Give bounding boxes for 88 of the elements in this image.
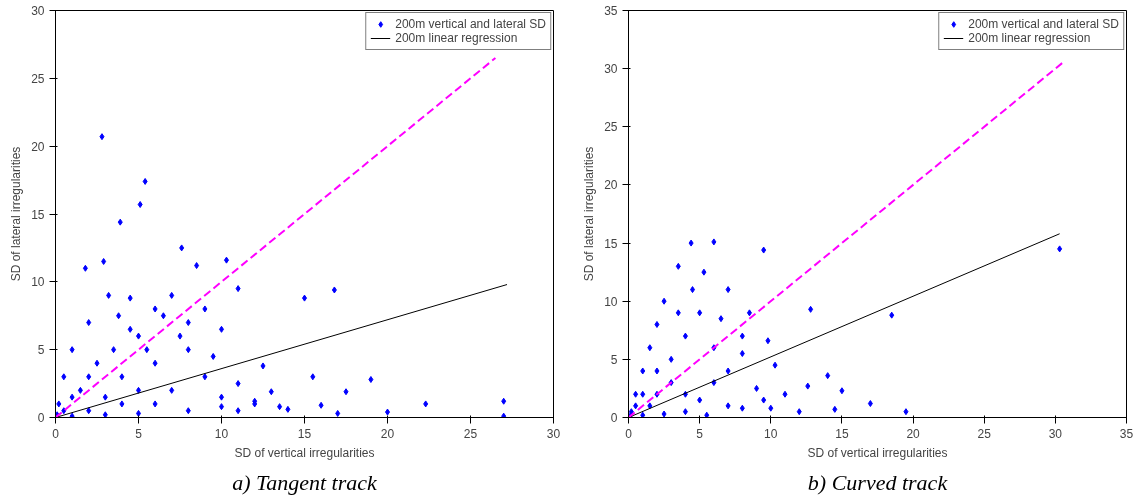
y-tick-label: 5 (37, 343, 45, 358)
point (640, 390, 646, 398)
legend-label: 200m linear regression (968, 31, 1091, 45)
y-axis-title: SD of lateral irregularities (9, 146, 24, 282)
legend-label: 200m vertical and lateral SD (395, 17, 546, 31)
y-tick-label: 10 (31, 275, 45, 290)
x-tick-label: 20 (906, 426, 921, 441)
point (903, 408, 909, 416)
point (675, 309, 681, 317)
x-tick-label: 5 (135, 426, 143, 441)
point (725, 402, 731, 410)
y-tick-label: 20 (604, 178, 618, 193)
y-tick-label: 0 (610, 411, 618, 425)
point (690, 286, 696, 294)
point (682, 332, 688, 340)
x-tick-label: 25 (463, 426, 478, 441)
point (754, 384, 760, 392)
y-tick-label: 0 (37, 411, 45, 425)
x-tick-label: 30 (546, 426, 561, 441)
point (675, 262, 681, 270)
point (633, 390, 639, 398)
point (782, 390, 788, 398)
point (725, 367, 731, 375)
point (654, 367, 660, 375)
point (889, 311, 895, 319)
point (654, 320, 660, 328)
x-tick-label: 30 (1048, 426, 1063, 441)
point (711, 238, 717, 246)
point (647, 344, 653, 352)
point (1057, 245, 1063, 253)
x-tick-label: 5 (696, 426, 704, 441)
legend-label: 200m vertical and lateral SD (968, 17, 1119, 31)
text: a) Tangent track (232, 469, 379, 495)
y-tick-label: 5 (610, 352, 618, 367)
x-tick-label: 10 (764, 426, 778, 441)
point (697, 396, 703, 404)
point (661, 297, 667, 305)
point (739, 350, 745, 358)
point (739, 404, 745, 412)
point (640, 367, 646, 375)
point (772, 361, 778, 369)
point (761, 396, 767, 404)
x-axis-title: SD of vertical irregularities (807, 445, 948, 460)
point (697, 309, 703, 317)
point (682, 408, 688, 416)
y-tick-label: 30 (31, 4, 45, 18)
y-tick-label: 20 (31, 139, 45, 154)
legend-label: 200m linear regression (395, 31, 518, 45)
point (796, 408, 802, 416)
x-tick-label: 15 (297, 426, 312, 441)
y-tick-label: 25 (31, 71, 45, 86)
x-tick-label: 0 (52, 426, 60, 441)
point (805, 382, 811, 390)
x-tick-label: 20 (380, 426, 395, 441)
x-tick-label: 0 (625, 426, 633, 441)
point (808, 305, 814, 313)
text: b) Curved track (807, 469, 949, 495)
x-tick-label: 10 (214, 426, 229, 441)
point (688, 239, 694, 247)
point (825, 372, 831, 380)
point (661, 410, 667, 418)
point (718, 315, 724, 323)
x-tick-label: 35 (1119, 426, 1134, 441)
x-tick-label: 15 (835, 426, 849, 441)
point (765, 337, 771, 345)
x-tick-label: 25 (977, 426, 992, 441)
y-tick-label: 35 (604, 4, 618, 18)
y-axis-title: SD of lateral irregularities (582, 146, 597, 282)
point (701, 268, 707, 276)
point (725, 286, 731, 294)
point (633, 402, 639, 410)
y-tick-label: 10 (604, 294, 618, 309)
y-tick-label: 25 (604, 120, 618, 135)
point (761, 246, 767, 254)
point (768, 404, 774, 412)
point (839, 387, 845, 395)
y-tick-label: 15 (604, 236, 618, 251)
point (739, 332, 745, 340)
y-tick-label: 15 (31, 207, 45, 222)
point (647, 402, 653, 410)
point (867, 400, 873, 408)
point (668, 355, 674, 363)
x-axis-title: SD of vertical irregularities (234, 445, 375, 460)
y-tick-label: 30 (604, 62, 618, 77)
point (746, 309, 752, 317)
point (640, 411, 646, 418)
point (832, 405, 838, 413)
point (704, 411, 710, 418)
